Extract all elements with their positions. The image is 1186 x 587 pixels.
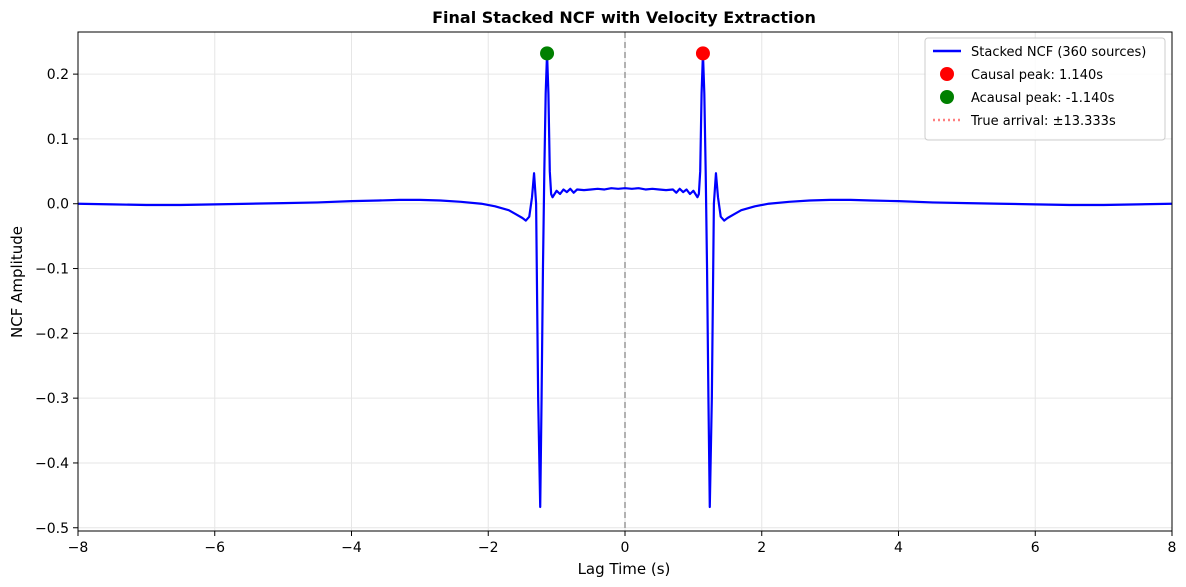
y-tick-label-4: −0.2 [35,326,69,342]
legend-label-0: Stacked NCF (360 sources) [971,45,1146,60]
x-tick-label-3: −2 [478,540,499,556]
y-tick-label-5: −0.3 [35,391,69,407]
x-tick-label-4: 0 [621,540,630,556]
legend-swatch-2 [940,90,954,104]
x-tick-label-8: 8 [1168,540,1177,556]
y-tick-label-6: −0.4 [35,456,69,472]
legend: Stacked NCF (360 sources) Causal peak: 1.… [924,37,1166,141]
legend-swatch-1 [940,67,954,81]
series-group [77,52,1173,509]
x-tick-label-7: 6 [1031,540,1040,556]
peak-marker-0 [695,46,710,61]
y-axis-ticks: 0.2 0.1 0.0 −0.1 −0.2 −0.3 −0.4 −0.5 [35,67,78,537]
legend-label-2: Acausal peak: -1.140s [971,91,1115,106]
x-axis-label: Lag Time (s) [578,560,671,578]
x-tick-label-1: −6 [204,540,225,556]
y-tick-label-1: 0.1 [47,132,69,148]
y-tick-label-3: −0.1 [35,262,69,278]
x-tick-label-5: 2 [757,540,766,556]
y-tick-label-0: 0.2 [47,67,69,83]
peak-marker-1 [540,46,555,61]
y-tick-label-2: 0.0 [47,197,69,213]
chart-title: Final Stacked NCF with Velocity Extracti… [432,8,816,27]
series-line-0 [77,52,1173,509]
x-tick-label-6: 4 [894,540,903,556]
peak-markers [540,46,710,61]
legend-label-1: Causal peak: 1.140s [971,68,1103,83]
y-axis-label: NCF Amplitude [8,226,26,338]
legend-label-3: True arrival: ±13.333s [970,114,1116,129]
x-tick-label-2: −4 [341,540,362,556]
y-tick-label-7: −0.5 [35,521,69,537]
x-axis-ticks: −8 −6 −4 −2 0 2 4 6 8 [68,531,1177,556]
x-tick-label-0: −8 [68,540,89,556]
legend-box [924,37,1166,141]
